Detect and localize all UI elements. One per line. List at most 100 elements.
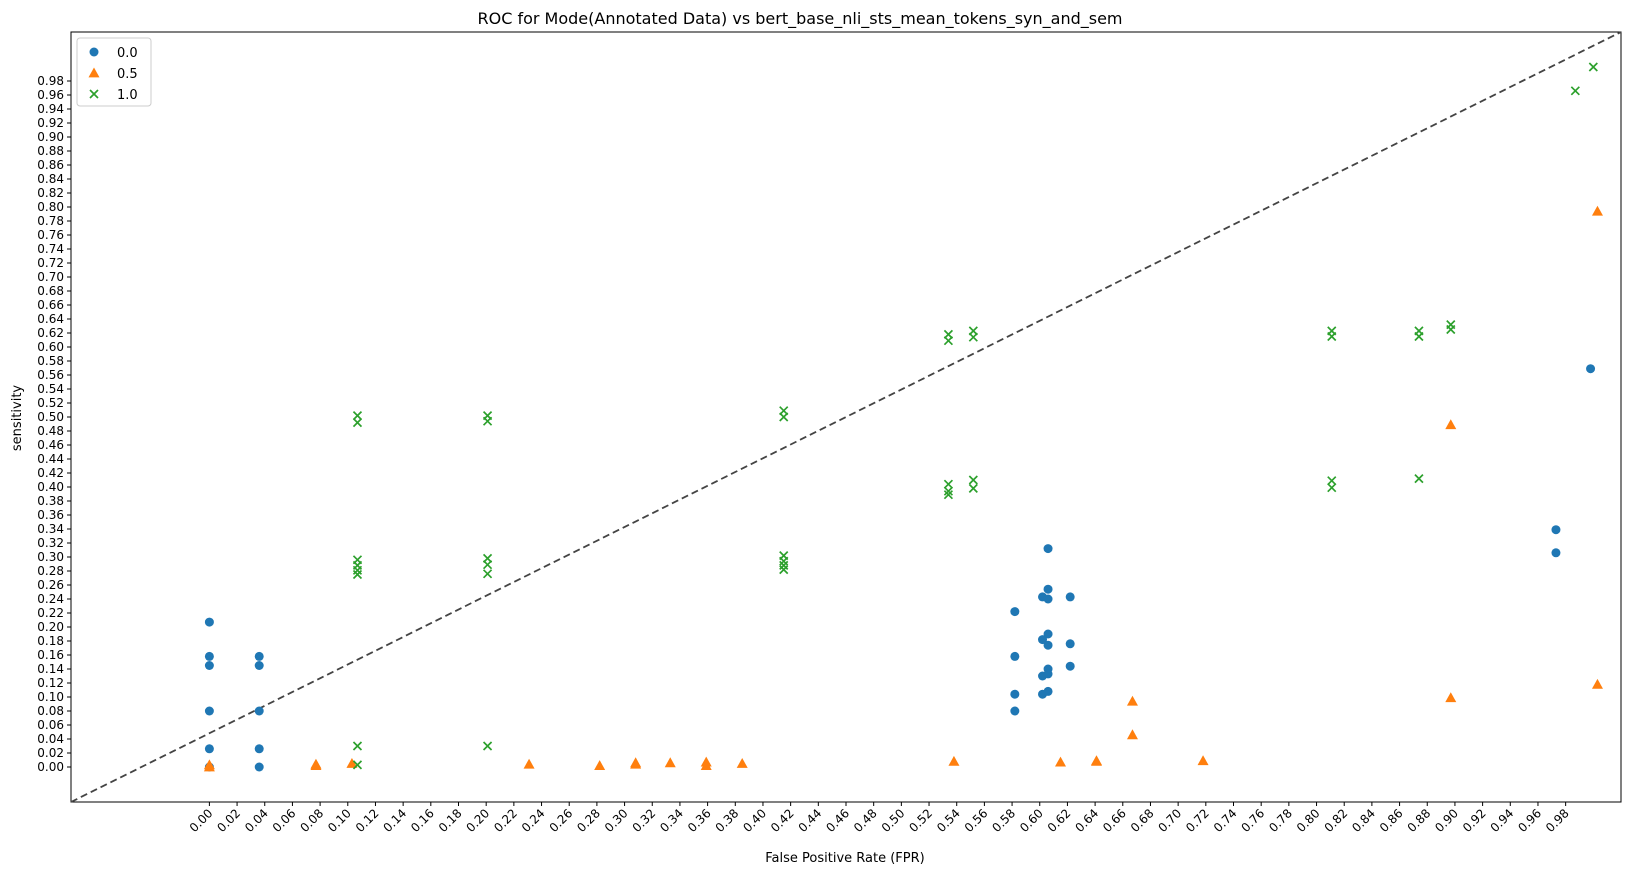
data-point: [254, 706, 264, 716]
y-tick-label: 0.70: [37, 270, 64, 284]
data-point: [968, 483, 978, 494]
y-tick-label: 0.24: [37, 592, 64, 606]
y-tick-label: 0.22: [37, 606, 64, 620]
y-tick-label: 0.12: [37, 676, 64, 690]
data-point: [1197, 755, 1209, 766]
data-point: [352, 569, 363, 580]
data-point: [204, 661, 214, 670]
series-1-0: [352, 62, 1598, 770]
data-point: [1043, 669, 1053, 679]
y-tick-label: 0.90: [37, 130, 64, 144]
y-tick-label: 0.62: [37, 326, 64, 340]
y-tick-label: 0.60: [37, 340, 64, 354]
data-point: [352, 410, 363, 421]
y-tick-label: 0.64: [37, 312, 64, 326]
data-point: [310, 758, 322, 769]
y-tick-label: 0.38: [37, 494, 64, 508]
legend-label: 1.0: [117, 88, 138, 103]
y-tick-label: 0.84: [37, 172, 64, 186]
data-point: [779, 412, 789, 422]
y-tick-label: 0.96: [37, 88, 64, 102]
data-point: [594, 760, 606, 770]
y-tick-label: 0.76: [37, 228, 64, 242]
data-point: [779, 564, 789, 575]
data-point: [1055, 756, 1067, 767]
legend: 0.0 0.5 1.0: [76, 37, 152, 107]
y-tick-label: 0.36: [37, 508, 64, 522]
y-tick-label: 0.42: [37, 466, 64, 480]
y-tick-label: 0.88: [37, 144, 64, 158]
data-point: [346, 758, 358, 768]
y-tick-label: 0.52: [37, 396, 64, 410]
y-tick-label: 0.74: [37, 242, 64, 256]
data-point: [204, 744, 214, 754]
data-point: [254, 651, 264, 661]
data-point: [1010, 689, 1020, 699]
y-tick-label: 0.40: [37, 480, 64, 494]
data-point: [1043, 629, 1053, 639]
data-point: [1591, 678, 1603, 689]
x-axis-label: False Positive Rate (FPR): [765, 851, 924, 866]
y-tick-label: 0.82: [37, 186, 64, 200]
data-point: [1065, 639, 1075, 649]
y-tick-label: 0.54: [37, 382, 64, 396]
data-point: [1090, 755, 1102, 766]
data-point: [482, 741, 493, 751]
legend-marker: [89, 89, 99, 99]
y-tick-label: 0.50: [37, 410, 64, 424]
data-point: [1551, 525, 1561, 535]
y-tick-label: 0.28: [37, 564, 64, 578]
data-point: [204, 617, 214, 627]
y-tick-label: 0.14: [37, 662, 64, 676]
data-point: [968, 332, 978, 342]
data-point: [204, 706, 214, 716]
data-point: [1038, 635, 1048, 645]
y-tick-label: 0.86: [37, 158, 64, 172]
y-tick-label: 0.46: [37, 438, 64, 452]
y-tick-label: 0.30: [37, 550, 64, 564]
y-tick-label: 0.72: [37, 256, 64, 270]
data-point: [1327, 483, 1337, 493]
data-point: [1126, 695, 1138, 706]
y-tick-label: 0.58: [37, 354, 64, 368]
y-tick-label: 0.16: [37, 648, 64, 662]
y-tick-label: 0.18: [37, 634, 64, 648]
data-point: [352, 417, 363, 428]
series-0-0: [204, 364, 1596, 772]
data-point: [254, 661, 264, 670]
data-point: [968, 475, 978, 485]
data-point: [1445, 419, 1457, 430]
y-tick-label: 0.92: [37, 116, 64, 130]
data-point: [948, 755, 960, 766]
y-tick-label: 0.80: [37, 200, 64, 214]
data-point: [1065, 661, 1075, 671]
data-point: [1043, 640, 1053, 650]
data-point: [1126, 729, 1138, 740]
legend-marker: [89, 47, 99, 57]
data-point: [1445, 692, 1457, 703]
data-point: [1414, 331, 1424, 342]
data-point: [664, 757, 676, 768]
y-tick-label: 0.26: [37, 578, 64, 592]
y-tick-label: 0.94: [37, 102, 64, 116]
y-tick-label: 0.32: [37, 536, 64, 550]
data-point: [943, 479, 954, 489]
data-point: [523, 758, 535, 769]
y-tick-label: 0.66: [37, 298, 64, 312]
data-point: [1586, 364, 1596, 374]
data-point: [1446, 324, 1456, 335]
y-tick-label: 0.02: [37, 746, 64, 760]
data-point: [482, 416, 493, 426]
y-tick-label: 0.98: [37, 74, 64, 88]
data-point: [1010, 706, 1020, 716]
data-point: [1588, 62, 1598, 72]
y-tick-label: 0.06: [37, 718, 64, 732]
y-axis-label: sensitivity: [10, 385, 25, 452]
data-point: [352, 760, 363, 770]
data-point: [1591, 205, 1603, 216]
data-point: [482, 560, 493, 570]
data-point: [943, 490, 954, 500]
y-tick-label: 0.44: [37, 452, 64, 466]
y-tick-label: 0.00: [37, 760, 64, 774]
